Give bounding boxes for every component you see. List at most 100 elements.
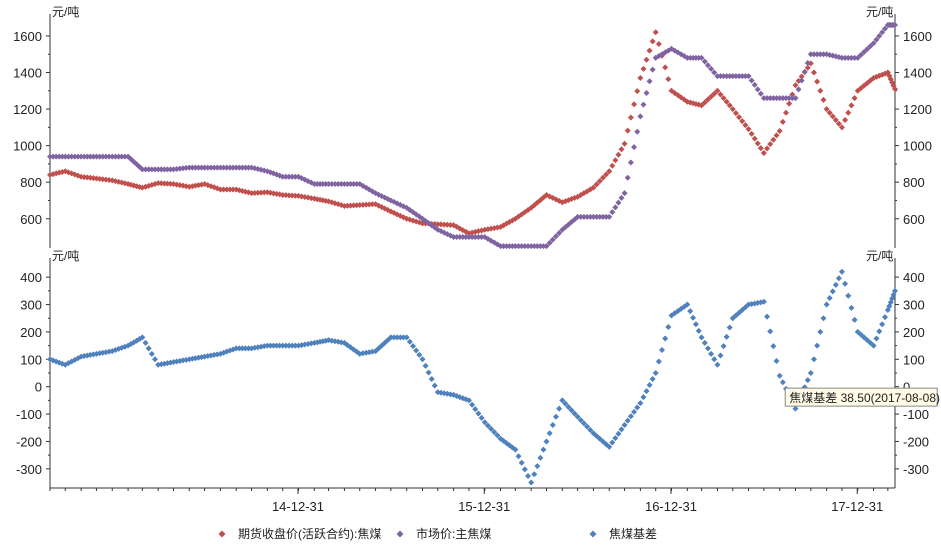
lower-y-axis-left: -300 -200 -100 0 100 200 300 400 [16, 258, 51, 488]
upper-point [456, 234, 463, 241]
upper-point [726, 73, 733, 80]
lower-point [587, 426, 594, 433]
lower-point [543, 438, 550, 445]
lower-point [714, 361, 721, 368]
upper-point [817, 51, 824, 58]
upper-point [78, 153, 85, 160]
upper-point [627, 114, 634, 121]
lower-point [609, 439, 616, 446]
lower-point [478, 414, 485, 421]
upper-point [239, 164, 246, 171]
upper-point [537, 243, 544, 250]
lower-point [403, 334, 410, 341]
lower-point [698, 334, 705, 341]
upper-point [475, 234, 482, 241]
upper-point [745, 126, 752, 133]
upper-point [115, 153, 122, 160]
lower-y-axis-right: -300 -200 -100 0 100 200 300 400 [894, 258, 929, 488]
upper-point [814, 51, 821, 58]
lower-point [773, 357, 780, 364]
upper-point [823, 106, 830, 113]
lower-y-tick-label: 400 [20, 270, 42, 285]
upper-point [770, 136, 777, 143]
upper-point [845, 54, 852, 61]
upper-point [792, 82, 799, 89]
upper-point [838, 54, 845, 61]
lower-point [767, 328, 774, 335]
lower-point [556, 405, 563, 412]
lower-point [646, 382, 653, 389]
upper-point [631, 101, 638, 108]
upper-point [726, 102, 733, 109]
upper-point [786, 100, 793, 107]
upper-point [142, 166, 149, 173]
upper-point [646, 78, 653, 85]
lower-point [892, 287, 898, 294]
lower-point [267, 342, 274, 349]
upper-point [226, 164, 233, 171]
upper-point [723, 73, 730, 80]
lower-point [521, 466, 528, 473]
lower-point [484, 422, 491, 429]
upper-point [704, 96, 711, 103]
lower-point [643, 388, 650, 395]
legend: 期货收盘价(活跃合约):焦煤 市场价:主焦煤 焦煤基差 [218, 526, 657, 541]
upper-unit-right: 元/吨 [866, 5, 893, 19]
upper-point [870, 40, 877, 47]
upper-point [226, 186, 233, 193]
upper-point [665, 76, 672, 83]
upper-point [552, 233, 559, 240]
lower-y-tick-label: -100 [903, 407, 929, 422]
upper-point [81, 153, 88, 160]
lower-point [848, 304, 855, 311]
upper-point [615, 151, 622, 158]
upper-point [50, 153, 57, 160]
upper-point [102, 153, 109, 160]
lower-point [690, 314, 697, 321]
upper-point [708, 93, 715, 100]
upper-point [603, 213, 610, 220]
lower-point [845, 292, 852, 299]
upper-point [624, 127, 631, 134]
lower-y-tick-label: 400 [903, 270, 925, 285]
lower-point [528, 479, 535, 486]
upper-y-tick-label: 600 [20, 212, 42, 227]
upper-y-tick-label: 800 [20, 175, 42, 190]
upper-point [325, 181, 332, 188]
upper-point [631, 144, 638, 151]
x-tick-label: 17-12-31 [831, 499, 883, 514]
upper-point [233, 164, 240, 171]
lower-point [829, 288, 836, 295]
lower-point [525, 472, 532, 479]
lower-y-tick-label: -100 [16, 407, 42, 422]
lower-y-tick-label: -200 [16, 434, 42, 449]
upper-y-tick-label: 1000 [13, 139, 42, 154]
upper-point [745, 73, 752, 80]
upper-point [848, 102, 855, 109]
lower-point [481, 419, 488, 426]
upper-point [242, 164, 249, 171]
upper-point [776, 95, 783, 102]
lower-point [708, 350, 715, 357]
upper-point [230, 164, 237, 171]
upper-point [767, 95, 774, 102]
upper-point [593, 181, 600, 188]
lower-point [684, 301, 691, 308]
upper-point [714, 87, 721, 94]
lower-point [469, 401, 476, 408]
lower-point [720, 343, 727, 350]
hover-annotation: 焦煤基差 38.50(2017-08-08) [784, 387, 940, 407]
upper-point [717, 73, 724, 80]
upper-point [282, 173, 289, 180]
upper-point [286, 173, 293, 180]
lower-point [242, 345, 249, 352]
upper-y-axis-right: 600 800 1000 1200 1400 1600 [894, 14, 932, 248]
upper-series [47, 21, 898, 250]
lower-point [419, 356, 426, 363]
lower-point [416, 351, 423, 358]
lower-point [279, 342, 286, 349]
upper-point [164, 166, 171, 173]
upper-point [826, 109, 833, 116]
lower-point [518, 459, 525, 466]
